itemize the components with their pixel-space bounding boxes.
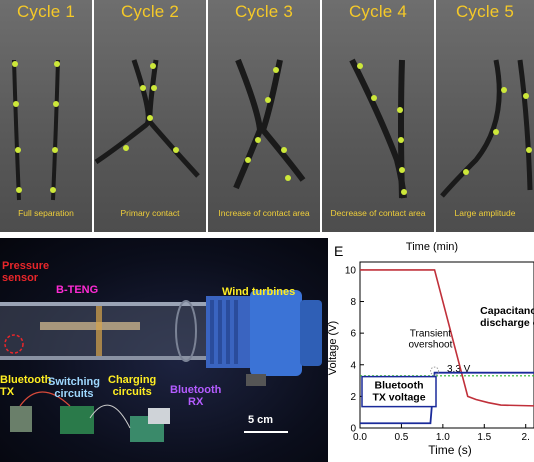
y-tick-label: 10 [345,265,357,276]
x-tick-label: 1.0 [436,432,450,443]
pressure-sensor-text: Pressure sensor [2,260,50,284]
film-strips-1 [12,59,60,201]
x-axis-label: Time (s) [428,443,472,457]
x-tick-label: 1.5 [477,432,491,443]
reference-line-label: 3.3 V [447,364,471,375]
plot-frame [359,261,534,429]
cycle-caption: Full separation [18,208,74,218]
cycle-caption: Decrease of contact area [330,208,426,218]
x-tick-label: 2. [522,432,530,443]
voltage-chart: E Time (min) Time (s) Voltage (V) 0 2 4 6 8 1… [328,236,534,462]
x-tick-label: 0.5 [394,432,408,443]
cycle-title: Cycle 4 [348,2,408,21]
label-pressure-sensor: Pressure sensor [2,260,49,284]
film-strips-3 [233,58,306,190]
annotation-overshoot: Transient overshoot [408,328,452,350]
cycle-frame-1: Cycle 1 Full separation [0,0,92,232]
y-tick-label: 4 [350,360,356,371]
cycle-title: Cycle 5 [455,2,515,21]
cycle-frame-5: Cycle 5 Large amplitude [436,0,534,232]
device-photo: Pressure sensor B-TENG Wind turbines Blu… [0,238,328,462]
series-label-capacitance: Capacitancedischarge cur [480,305,534,329]
top-axis-label: Time (min) [406,241,458,253]
cycle-title: Cycle 3 [234,2,294,21]
cycle-frame-2: Cycle 2 Primary contact [94,0,206,232]
x-ticks: 0.0 0.5 1.0 1.5 2. [353,424,530,443]
label-charging-circuits: Charging circuits [108,374,157,398]
label-bluetooth-rx: Bluetooth RX [170,384,222,408]
panel-letter: E [334,243,343,259]
series-line-capacitance [360,269,534,407]
film-strips-5 [440,59,533,198]
x-tick-label: 0.0 [353,432,367,443]
y-ticks: 0 2 4 6 8 10 [345,265,364,435]
cycle-frame-3: Cycle 3 Increase of contact area [208,0,320,232]
series-label-bluetooth-tx: Bluetooth TX voltage [361,375,437,408]
cycle-caption: Primary contact [120,208,180,218]
overshoot-marker [430,366,440,376]
cycle-caption: Increase of contact area [218,208,310,218]
y-axis-label: Voltage (V) [328,321,339,375]
film-strips-2 [94,59,200,178]
y-tick-label: 0 [350,424,356,435]
y-tick-label: 8 [350,297,356,308]
label-bluetooth-tx: Bluetooth TX [0,374,52,398]
film-strips-4 [349,58,407,199]
cycle-frame-4: Cycle 4 Decrease of contact area [322,0,434,232]
device-illustration [0,290,322,442]
voltage-chart-svg: E Time (min) Time (s) Voltage (V) 0 2 4 6 8 1… [328,241,534,457]
label-switching-circuits: Switching circuits [48,376,100,400]
y-tick-label: 2 [350,392,356,403]
label-b-teng: B-TENG [56,284,99,296]
cycle-title: Cycle 2 [120,2,180,21]
cycle-title: Cycle 1 [16,2,76,21]
cycle-caption: Large amplitude [454,208,516,218]
label-scale-bar: 5 cm [248,414,274,426]
y-tick-label: 6 [350,329,356,340]
label-wind-turbines: Wind turbines [222,286,296,298]
